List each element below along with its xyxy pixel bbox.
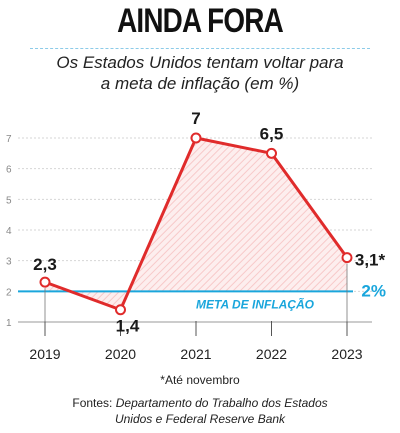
sources: Fontes: Departamento do Trabalho dos Est… xyxy=(0,395,400,427)
x-axis: 2019 2020 2021 2022 2023 xyxy=(18,321,372,362)
shaded-area-fill xyxy=(45,138,347,310)
data-point xyxy=(115,304,126,316)
chart-subtitle: Os Estados Unidos tentam voltar para a m… xyxy=(0,52,400,94)
subtitle-line-2: a meta de inflação (em %) xyxy=(100,74,300,93)
y-tick-label: 1 xyxy=(6,318,12,329)
subtitle-line-1: Os Estados Unidos tentam voltar para xyxy=(56,53,344,72)
data-point xyxy=(39,276,51,288)
x-tick-label: 2021 xyxy=(180,346,211,362)
y-tick-label: 6 xyxy=(6,165,12,176)
data-point xyxy=(341,252,353,264)
data-label: 7 xyxy=(191,109,200,128)
y-tick-label: 4 xyxy=(6,226,12,237)
data-labels: 2,3 1,4 7 6,5 3,1* xyxy=(33,109,385,336)
target-value-label: 2% xyxy=(361,281,386,300)
x-tick-label: 2022 xyxy=(256,346,287,362)
data-points xyxy=(39,132,353,316)
chart-title: AINDA FORA xyxy=(117,2,284,40)
title-divider xyxy=(30,48,370,49)
x-tick-label: 2019 xyxy=(29,346,60,362)
y-tick-label: 7 xyxy=(6,134,12,145)
sources-line-2: Unidos e Federal Reserve Bank xyxy=(114,412,286,426)
y-tick-label: 3 xyxy=(6,257,12,268)
x-tick-label: 2023 xyxy=(331,346,362,362)
y-axis-ticks: 1 2 3 4 5 6 7 xyxy=(6,134,12,329)
data-point xyxy=(266,147,277,159)
target-label: META DE INFLAÇÃO xyxy=(196,296,315,311)
data-label: 6,5 xyxy=(260,124,284,143)
y-tick-label: 5 xyxy=(6,195,12,206)
sources-line-1: Departamento do Trabalho dos Estados xyxy=(115,396,328,410)
data-label: 3,1* xyxy=(355,251,386,270)
footnote: *Até novembro xyxy=(160,373,240,387)
data-point xyxy=(190,132,202,144)
sources-prefix: Fontes: xyxy=(72,396,113,410)
y-tick-label: 2 xyxy=(6,287,12,298)
shaded-area xyxy=(45,138,347,310)
data-label: 1,4 xyxy=(116,317,140,336)
x-tick-label: 2020 xyxy=(105,346,136,362)
data-label: 2,3 xyxy=(33,255,57,274)
